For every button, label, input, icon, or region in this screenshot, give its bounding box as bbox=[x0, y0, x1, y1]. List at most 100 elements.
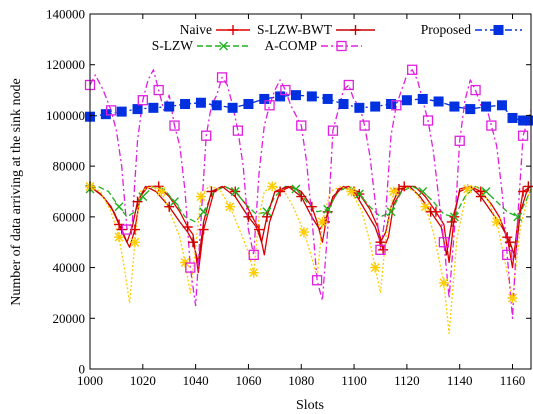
legend: Naive S-LZW S-LZW-BWT A-COMP Proposed bbox=[152, 22, 522, 53]
data-point bbox=[481, 187, 491, 196]
data-point bbox=[153, 84, 164, 96]
data-point bbox=[502, 232, 513, 243]
series-line-series-5 bbox=[89, 69, 532, 319]
data-point bbox=[470, 84, 481, 96]
data-point bbox=[164, 101, 175, 112]
data-point bbox=[232, 125, 244, 136]
data-point bbox=[526, 115, 533, 126]
data-point bbox=[248, 267, 259, 278]
plot-frame bbox=[89, 13, 532, 370]
data-point bbox=[224, 201, 235, 212]
data-point bbox=[391, 100, 402, 111]
data-point bbox=[156, 186, 167, 197]
data-point bbox=[132, 196, 143, 207]
data-point bbox=[182, 222, 193, 232]
y-tick-label: 60000 bbox=[53, 209, 86, 224]
data-point bbox=[386, 99, 397, 110]
data-point bbox=[137, 95, 148, 106]
data-point bbox=[462, 183, 473, 194]
data-point bbox=[267, 181, 278, 192]
data-point bbox=[199, 207, 209, 217]
data-point bbox=[507, 112, 518, 123]
data-point bbox=[513, 212, 523, 222]
data-point bbox=[518, 186, 529, 197]
data-point bbox=[465, 104, 476, 115]
y-tick-label: 40000 bbox=[53, 260, 86, 275]
data-point bbox=[198, 224, 209, 235]
data-point bbox=[454, 135, 465, 146]
data-point bbox=[438, 277, 449, 288]
data-point bbox=[116, 224, 127, 235]
data-point bbox=[148, 102, 159, 113]
data-point bbox=[114, 232, 125, 243]
x-tick-label: 1000 bbox=[77, 373, 103, 388]
data-point bbox=[370, 101, 381, 112]
data-point bbox=[323, 204, 333, 214]
data-point bbox=[211, 100, 222, 111]
data-point bbox=[417, 93, 428, 104]
data-point bbox=[306, 91, 317, 102]
data-point bbox=[449, 101, 460, 112]
data-point bbox=[138, 192, 148, 202]
legend-marker bbox=[493, 25, 504, 35]
data-point bbox=[230, 187, 240, 196]
data-point bbox=[129, 237, 140, 248]
data-point bbox=[296, 120, 307, 131]
data-point bbox=[375, 244, 386, 255]
legend-label-s-lzw-bwt: S-LZW-BWT bbox=[257, 22, 333, 37]
data-point bbox=[322, 93, 333, 104]
data-point bbox=[504, 237, 515, 248]
data-point bbox=[254, 224, 265, 235]
legend-label-naive: Naive bbox=[180, 22, 212, 37]
data-point bbox=[338, 99, 349, 110]
data-point bbox=[187, 237, 198, 248]
legend-label-proposed: Proposed bbox=[421, 22, 471, 37]
data-point bbox=[433, 96, 444, 107]
data-point bbox=[446, 216, 457, 227]
data-point bbox=[502, 249, 513, 261]
data-point bbox=[378, 244, 389, 255]
x-tick-label: 1080 bbox=[288, 373, 314, 388]
data-point bbox=[170, 197, 179, 207]
data-point bbox=[243, 211, 254, 222]
data-point bbox=[496, 100, 507, 111]
data-point bbox=[114, 202, 124, 212]
data-point bbox=[418, 187, 428, 196]
data-point bbox=[195, 191, 206, 202]
data-point bbox=[262, 207, 272, 217]
data-point bbox=[370, 262, 381, 273]
legend-marker bbox=[350, 25, 361, 35]
data-point bbox=[475, 191, 486, 202]
y-tick-label: 140000 bbox=[46, 7, 85, 22]
x-tick-label: 1140 bbox=[447, 373, 473, 388]
y-tick-label: 20000 bbox=[53, 311, 86, 326]
y-tick-label: 100000 bbox=[46, 108, 85, 123]
data-point bbox=[259, 93, 270, 104]
y-axis-label: Number of data arriving at the sink node bbox=[9, 78, 24, 305]
data-point bbox=[100, 109, 111, 120]
data-point bbox=[121, 224, 133, 235]
data-point bbox=[425, 206, 436, 217]
series-points-a-comp bbox=[85, 181, 518, 303]
data-point bbox=[422, 115, 434, 126]
data-point bbox=[261, 211, 272, 222]
data-point bbox=[180, 99, 191, 110]
data-point bbox=[438, 237, 450, 248]
data-point bbox=[164, 201, 175, 212]
data-point bbox=[248, 249, 259, 261]
x-tick-label: 1160 bbox=[500, 373, 526, 388]
data-point bbox=[399, 181, 410, 192]
legend-label-s-lzw: S-LZW bbox=[152, 38, 193, 53]
data-point bbox=[486, 120, 497, 131]
legend-marker bbox=[228, 25, 238, 35]
data-point bbox=[280, 84, 291, 96]
data-point bbox=[517, 130, 529, 141]
legend-marker bbox=[336, 40, 347, 52]
data-point bbox=[169, 120, 180, 131]
x-tick-label: 1020 bbox=[130, 373, 156, 388]
data-point bbox=[216, 72, 228, 83]
x-tick-label: 1100 bbox=[341, 373, 367, 388]
x-tick-label: 1120 bbox=[394, 373, 420, 388]
